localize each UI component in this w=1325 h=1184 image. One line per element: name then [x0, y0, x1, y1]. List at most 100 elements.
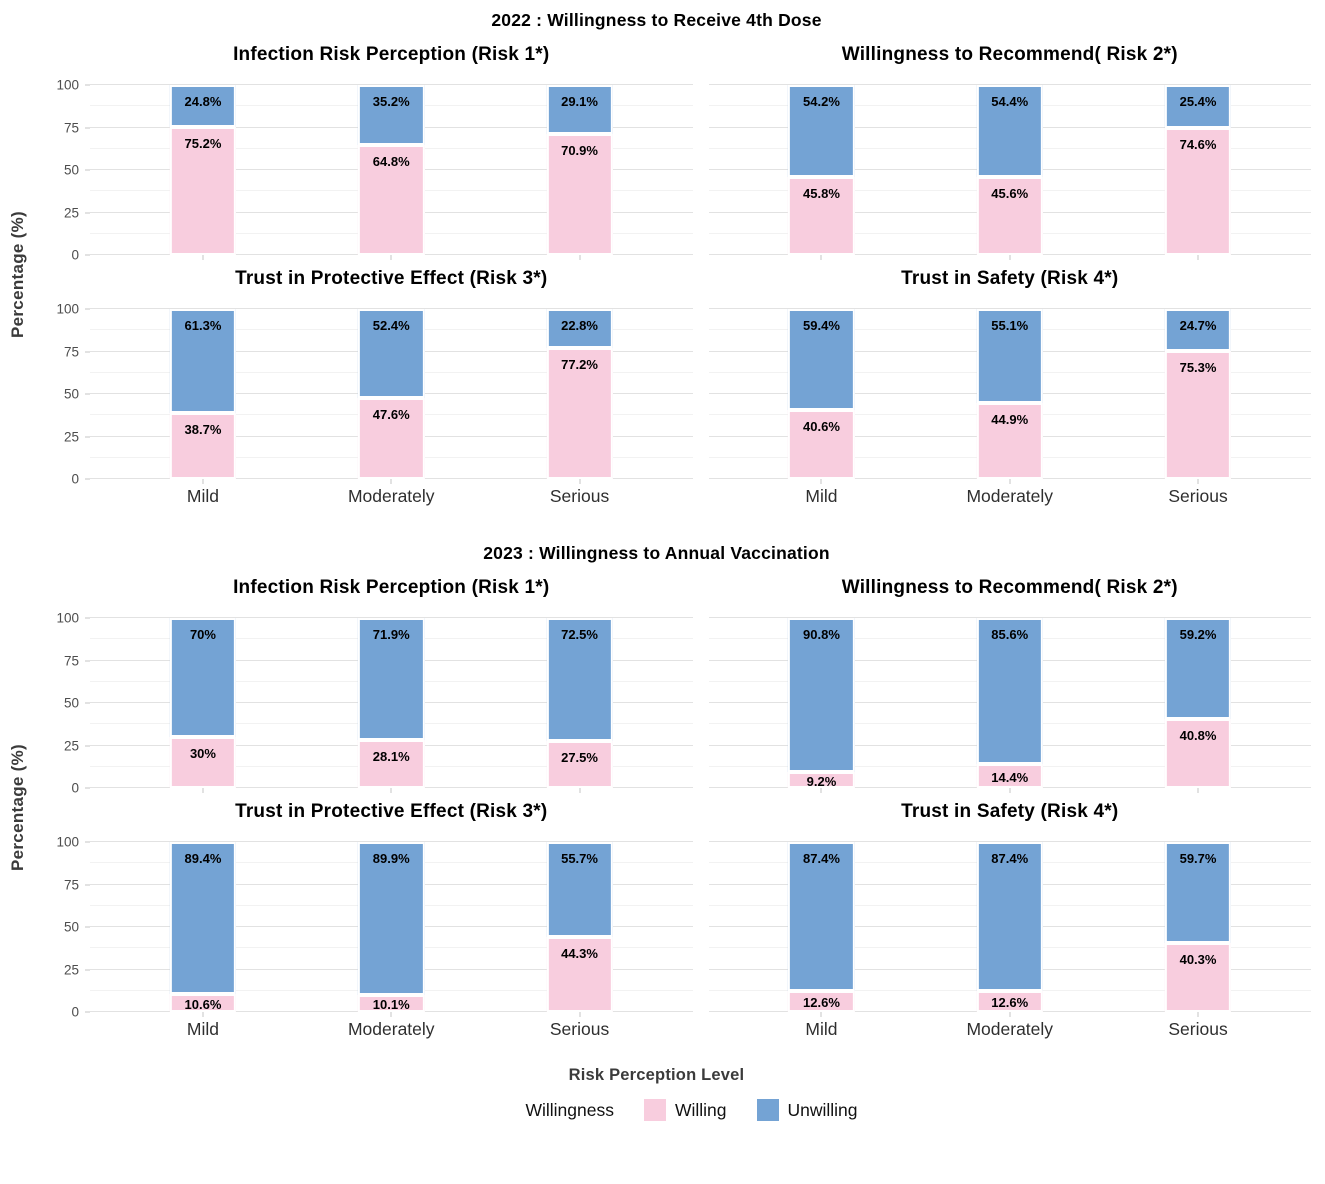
legend-entry-unwilling: Unwilling: [756, 1099, 858, 1121]
y-tick-mark: [85, 84, 90, 86]
panel-2022-risk4: Trust in Safety (Risk 4*) 59.4% 40.6% 55.1…: [708, 255, 1311, 484]
panel-title: Willingness to Recommend( Risk 2*): [841, 577, 1178, 598]
x-category-labels: Mild Moderately Serious: [709, 479, 1312, 517]
bar-segment-willing: 40.8%: [1164, 718, 1232, 788]
bar-segment-willing: 9.2%: [788, 772, 855, 789]
y-tick-label: 75: [63, 877, 79, 892]
x-category-label: Moderately: [966, 486, 1054, 506]
x-category-label: Serious: [1168, 486, 1228, 506]
stacked-bar: 59.7% 40.3%: [1164, 842, 1232, 1012]
bar-value-label: 10.6%: [184, 996, 222, 1012]
bar-segment-unwilling: 52.4%: [358, 309, 425, 399]
plot-area: 0 25 50 75 100 61.3% 38.7% 52.4% 47.6% 22.8% 77.2%: [56, 299, 693, 487]
y-tick-mark: [85, 169, 90, 171]
bar-segment-willing: 44.9%: [976, 402, 1043, 479]
x-tick-mark: [202, 479, 204, 484]
bar-segment-willing: 74.6%: [1164, 128, 1232, 255]
bar-value-label: 44.9%: [991, 411, 1029, 427]
bar-segment-unwilling: 59.2%: [1164, 618, 1232, 719]
bar-value-label: 75.2%: [184, 136, 222, 152]
bar-value-label: 24.8%: [184, 94, 222, 109]
y-axis-title: Percentage (%): [8, 743, 27, 871]
bar-value-label: 87.4%: [991, 851, 1029, 866]
gridline-major: [708, 841, 1311, 842]
x-tick-mark: [1197, 1012, 1199, 1017]
bar-segment-unwilling: 24.8%: [169, 85, 237, 128]
y-tick-mark: [85, 617, 90, 619]
panel-2023-risk2: Willingness to Recommend( Risk 2*) 90.8%…: [708, 564, 1311, 793]
y-tick-label: 25: [63, 205, 79, 220]
bar-value-label: 12.6%: [803, 995, 840, 1011]
bar-segment-willing: 75.2%: [169, 127, 237, 255]
bar-value-label: 25.4%: [1179, 94, 1217, 109]
legend-label: Willing: [674, 1099, 727, 1120]
x-tick-mark: [202, 255, 204, 260]
bar-value-label: 75.3%: [1179, 359, 1217, 375]
year-2023-section: 2023 : Willingness to Annual Vaccination…: [2, 543, 1311, 1050]
bar-value-label: 55.1%: [991, 318, 1029, 333]
plot-area: 87.4% 12.6% 87.4% 12.6% 59.7% 40.3%: [708, 832, 1311, 1017]
legend-title: Willingness: [525, 1099, 614, 1120]
stacked-bar: 55.7% 44.3%: [546, 842, 613, 1012]
x-tick-mark: [579, 255, 581, 260]
x-tick-mark: [1197, 479, 1199, 484]
y-tick-label: 50: [63, 162, 79, 178]
stacked-bar: 25.4% 74.6%: [1164, 85, 1232, 255]
bar-segment-unwilling: 54.2%: [788, 85, 855, 178]
year-2022-section: 2022 : Willingness to Receive 4th Dose P…: [2, 10, 1311, 517]
y-tick-label: 75: [63, 653, 79, 668]
bar-value-label: 55.7%: [561, 851, 598, 866]
bar-segment-willing: 12.6%: [788, 990, 855, 1012]
plot-area: 90.8% 9.2% 85.6% 14.4% 59.2% 40.8%: [708, 608, 1311, 793]
bar-value-label: 54.2%: [803, 94, 840, 109]
y-tick-mark: [85, 702, 90, 704]
bar-value-label: 45.6%: [991, 186, 1029, 202]
x-tick-mark: [1197, 788, 1199, 793]
plot-area: 59.4% 40.6% 55.1% 44.9% 24.7% 75.3%: [708, 299, 1311, 484]
y-tick-label: 50: [63, 695, 79, 711]
bar-segment-willing: 10.6%: [169, 993, 237, 1012]
panel-title: Trust in Protective Effect (Risk 3*): [235, 268, 548, 289]
x-category-labels: Mild Moderately Serious: [90, 479, 693, 517]
y-axis-title: Percentage (%): [8, 210, 27, 338]
gridline-major: [90, 308, 693, 309]
bar-segment-unwilling: 22.8%: [546, 309, 613, 348]
legend: Willingness Willing Unwilling: [2, 1099, 1311, 1121]
plot-area: 54.2% 45.8% 54.4% 45.6% 25.4% 74.6%: [708, 75, 1311, 260]
panel-title: Willingness to Recommend( Risk 2*): [841, 44, 1178, 65]
bar-value-label: 59.4%: [803, 318, 840, 333]
plot-area: 0 25 50 75 100 24.8% 75.2% 35.2% 64.8% 29.1% 70.9%: [56, 75, 693, 263]
bar-value-label: 40.8%: [1179, 727, 1217, 743]
bar-value-label: 74.6%: [1179, 137, 1217, 153]
bar-segment-willing: 14.4%: [976, 763, 1043, 788]
bar-segment-unwilling: 55.1%: [976, 309, 1043, 403]
panel-title: Infection Risk Perception (Risk 1*): [233, 577, 550, 598]
y-tick-label: 100: [56, 301, 79, 317]
panel-title: Trust in Safety (Risk 4*): [901, 801, 1119, 822]
bar-value-label: 59.7%: [1179, 851, 1217, 866]
bar-value-label: 14.4%: [991, 769, 1029, 785]
y-tick-label: 50: [63, 386, 79, 402]
stacked-bar: 59.4% 40.6%: [788, 309, 855, 479]
x-tick-mark: [820, 1012, 822, 1017]
x-tick-mark: [1009, 479, 1011, 484]
stacked-bar: 90.8% 9.2%: [788, 618, 855, 789]
bar-segment-unwilling: 85.6%: [976, 618, 1043, 764]
x-tick-mark: [390, 788, 392, 793]
bar-value-label: 72.5%: [561, 627, 598, 642]
bar-value-label: 30%: [189, 746, 216, 761]
bar-segment-willing: 77.2%: [546, 347, 613, 479]
x-tick-mark: [820, 788, 822, 793]
bar-segment-unwilling: 24.7%: [1164, 309, 1232, 351]
y-tick-label: 0: [71, 780, 79, 796]
panel-2023-risk4: Trust in Safety (Risk 4*) 87.4% 12.6% 87.4…: [708, 788, 1311, 1017]
x-tick-mark: [202, 788, 204, 793]
bar-segment-unwilling: 89.4%: [169, 842, 237, 994]
x-tick-mark: [579, 1012, 581, 1017]
panel-title: Trust in Protective Effect (Risk 3*): [235, 801, 548, 822]
bar-value-label: 27.5%: [561, 750, 598, 766]
bar-value-label: 12.6%: [991, 995, 1029, 1011]
stacked-bar: 72.5% 27.5%: [546, 618, 613, 788]
x-category-label: Mild: [805, 486, 838, 506]
bar-value-label: 70.9%: [561, 143, 598, 159]
